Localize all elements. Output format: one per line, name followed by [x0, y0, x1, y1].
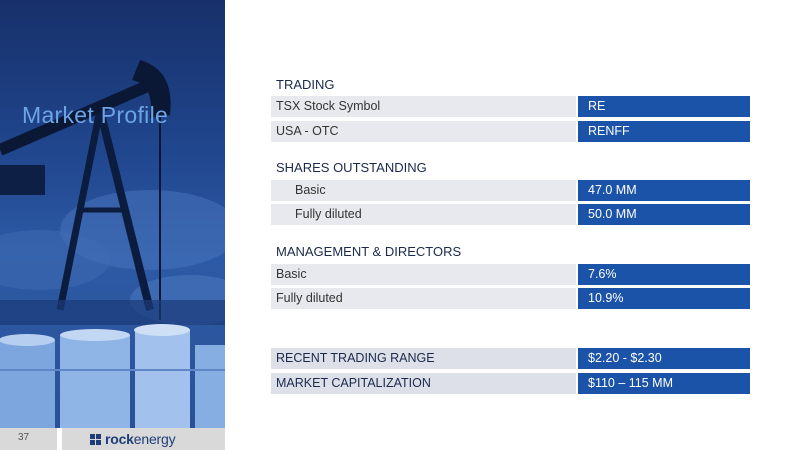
shares-value: 47.0 MM — [578, 180, 750, 201]
table-row: Fully diluted 10.9% — [271, 288, 750, 309]
logo-text: rockenergy — [105, 431, 176, 447]
trading-label: TSX Stock Symbol — [271, 96, 576, 117]
management-heading: MANAGEMENT & DIRECTORS — [276, 244, 462, 259]
summary-label: MARKET CAPITALIZATION — [271, 373, 576, 394]
trading-heading: TRADING — [276, 77, 335, 92]
shares-value: 50.0 MM — [578, 204, 750, 225]
logo-mark-icon — [90, 433, 101, 445]
table-row: RECENT TRADING RANGE $2.20 - $2.30 — [271, 348, 750, 369]
table-row: MARKET CAPITALIZATION $110 – 115 MM — [271, 373, 750, 394]
pumpjack-image — [0, 0, 225, 428]
trading-label: USA - OTC — [271, 121, 576, 142]
slide-title: Market Profile — [22, 102, 169, 128]
logo-text-part2: energy — [133, 431, 176, 447]
rockenergy-logo: rockenergy — [90, 431, 176, 447]
management-label: Basic — [271, 264, 576, 285]
management-value: 10.9% — [578, 288, 750, 309]
summary-value: $110 – 115 MM — [578, 373, 750, 394]
page-number: 37 — [18, 432, 30, 443]
page-number-box — [0, 428, 57, 450]
pumpjack-illustration — [0, 60, 225, 428]
management-value: 7.6% — [578, 264, 750, 285]
logo-text-part1: rock — [105, 431, 134, 447]
table-row: Basic 47.0 MM — [271, 180, 750, 201]
management-label: Fully diluted — [271, 288, 576, 309]
shares-label: Basic — [271, 180, 576, 201]
table-row: Basic 7.6% — [271, 264, 750, 285]
table-row: Fully diluted 50.0 MM — [271, 204, 750, 225]
table-row: TSX Stock Symbol RE — [271, 96, 750, 117]
shares-label: Fully diluted — [271, 204, 576, 225]
table-row: USA - OTC RENFF — [271, 121, 750, 142]
logo-box — [62, 428, 225, 450]
trading-value: RENFF — [578, 121, 750, 142]
trading-value: RE — [578, 96, 750, 117]
summary-label: RECENT TRADING RANGE — [271, 348, 576, 369]
shares-heading: SHARES OUTSTANDING — [276, 160, 427, 175]
summary-value: $2.20 - $2.30 — [578, 348, 750, 369]
